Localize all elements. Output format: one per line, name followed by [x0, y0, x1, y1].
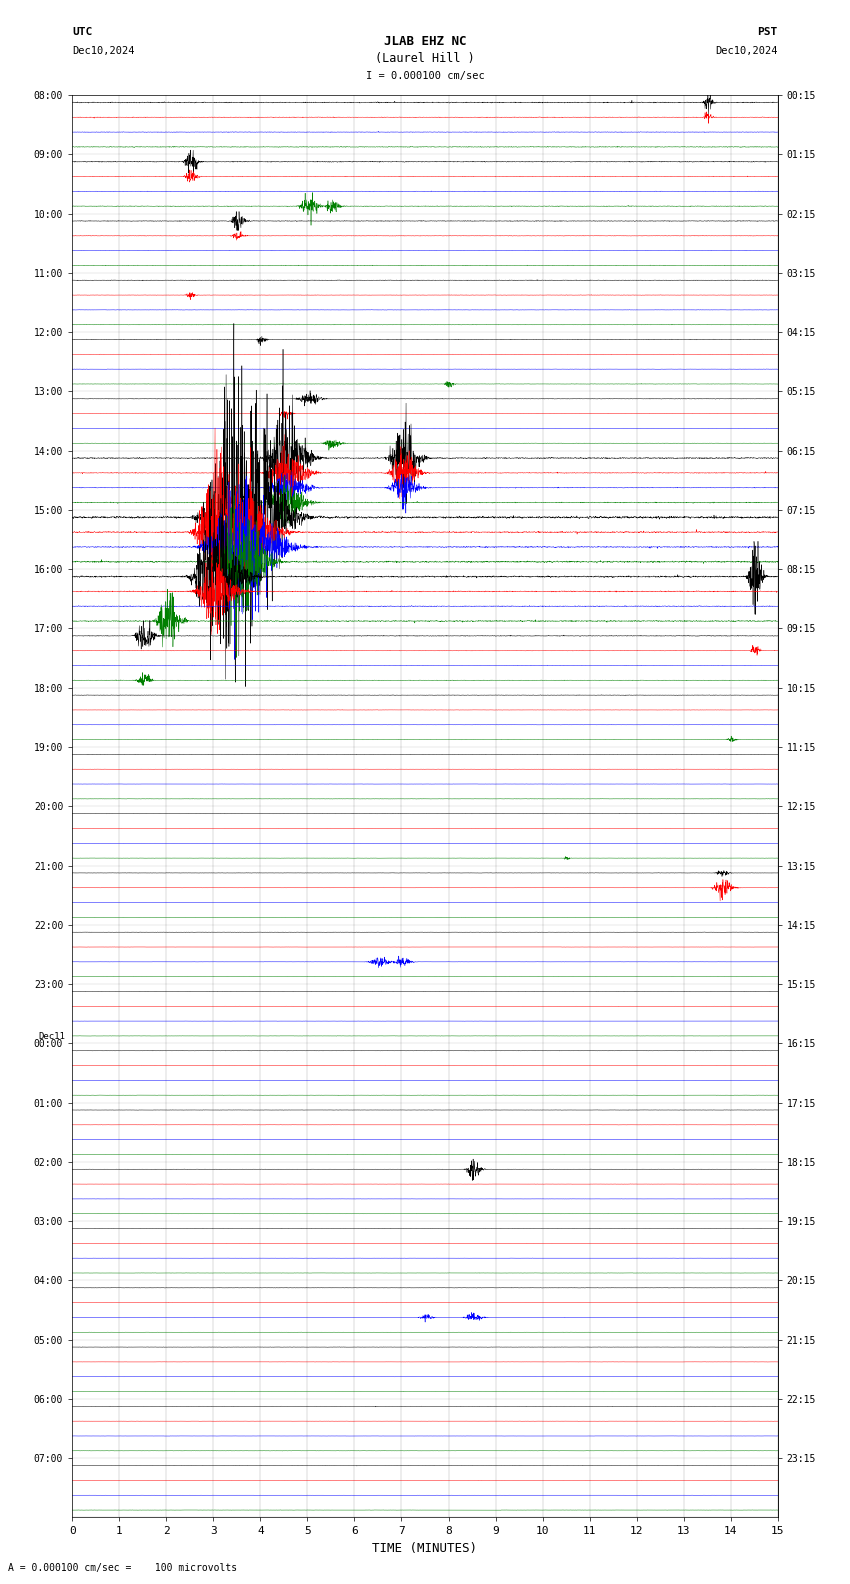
- Text: Dec11: Dec11: [38, 1031, 65, 1041]
- Text: Dec10,2024: Dec10,2024: [715, 46, 778, 55]
- Text: A = 0.000100 cm/sec =    100 microvolts: A = 0.000100 cm/sec = 100 microvolts: [8, 1563, 238, 1573]
- Text: UTC: UTC: [72, 27, 93, 36]
- Text: (Laurel Hill ): (Laurel Hill ): [375, 52, 475, 65]
- Text: Dec10,2024: Dec10,2024: [72, 46, 135, 55]
- Text: I = 0.000100 cm/sec: I = 0.000100 cm/sec: [366, 71, 484, 81]
- Text: JLAB EHZ NC: JLAB EHZ NC: [383, 35, 467, 48]
- X-axis label: TIME (MINUTES): TIME (MINUTES): [372, 1543, 478, 1555]
- Text: PST: PST: [757, 27, 778, 36]
